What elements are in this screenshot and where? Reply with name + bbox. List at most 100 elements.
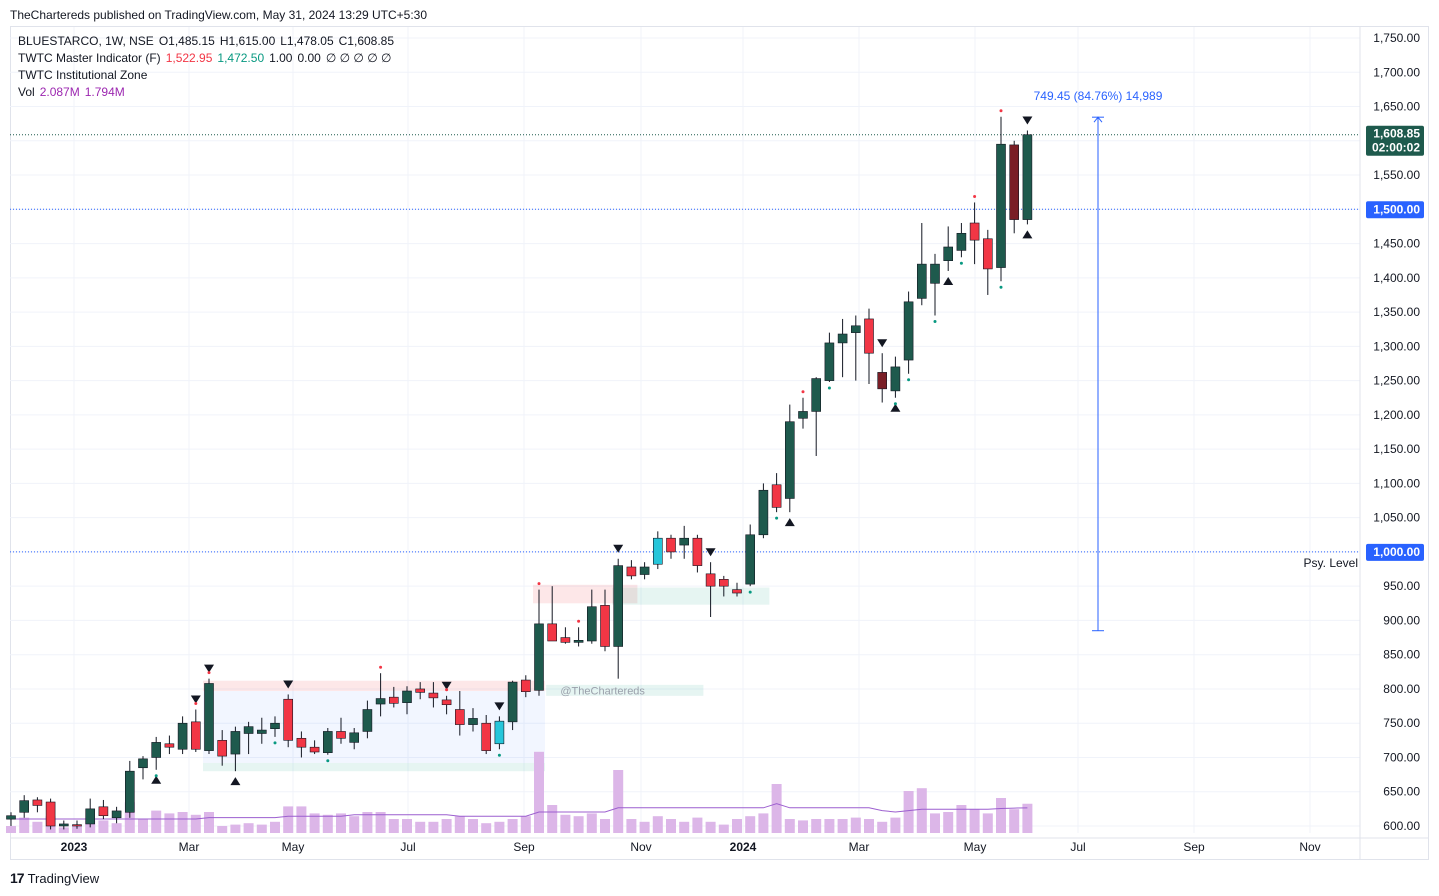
candle-body[interactable] [864, 318, 874, 354]
candle-body[interactable] [98, 806, 109, 817]
candle-body[interactable] [758, 489, 769, 536]
candle-body[interactable] [111, 810, 122, 819]
volume-bar [256, 824, 267, 833]
candle-body[interactable] [494, 720, 505, 745]
candle-body[interactable] [402, 690, 412, 703]
candle-body[interactable] [930, 263, 940, 284]
candle-body[interactable] [507, 681, 518, 723]
candle-body[interactable] [969, 222, 980, 241]
candle-body[interactable] [956, 232, 967, 251]
candle-body[interactable] [811, 378, 822, 412]
candle-body[interactable] [996, 143, 1006, 268]
candle-body[interactable] [732, 589, 742, 594]
candle-body[interactable] [903, 301, 914, 361]
candle-body[interactable] [322, 731, 333, 753]
candle-body[interactable] [256, 729, 267, 734]
zone-demand[interactable] [546, 684, 704, 696]
candle-body[interactable] [388, 696, 399, 704]
candle-body[interactable] [600, 605, 610, 647]
candle-body[interactable] [481, 722, 492, 751]
candle-body[interactable] [309, 746, 320, 753]
footer-brand[interactable]: TradingView [27, 870, 100, 886]
candle-body[interactable] [230, 731, 241, 755]
legend-symbol[interactable]: BLUESTARCO, 1W, NSE [18, 34, 154, 48]
candle-body[interactable] [468, 718, 478, 725]
zone-supply[interactable] [203, 680, 545, 692]
candle-body[interactable] [613, 565, 624, 647]
candle-body[interactable] [1009, 144, 1020, 220]
candle-body[interactable] [283, 698, 294, 741]
candle-body[interactable] [718, 579, 729, 587]
candle-body[interactable] [850, 325, 861, 333]
candle-body[interactable] [58, 823, 69, 827]
candle-body[interactable] [520, 679, 531, 692]
candle-body[interactable] [890, 366, 901, 392]
zone-demand[interactable] [203, 762, 545, 772]
candle-body[interactable] [362, 709, 373, 732]
candle-body[interactable] [586, 606, 597, 642]
candle-body[interactable] [45, 801, 56, 827]
candle-body[interactable] [349, 732, 360, 743]
candle-body[interactable] [877, 372, 888, 390]
candle-body[interactable] [428, 692, 439, 699]
candle-body[interactable] [243, 726, 254, 734]
candle-body[interactable] [626, 566, 637, 577]
candle-body[interactable] [6, 815, 16, 820]
candle-body[interactable] [982, 238, 993, 270]
candle-body[interactable] [270, 722, 280, 729]
candle-body[interactable] [679, 537, 690, 546]
candle-body[interactable] [454, 709, 465, 725]
candle-body[interactable] [204, 683, 214, 751]
volume-bar [520, 816, 531, 833]
candle-body[interactable] [1022, 134, 1033, 220]
zone-supply[interactable] [533, 584, 638, 604]
candle-body[interactable] [824, 342, 835, 381]
candle-body[interactable] [771, 484, 782, 508]
volume-name[interactable]: Vol [18, 85, 35, 99]
indicator-zone-name[interactable]: TWTC Institutional Zone [18, 68, 148, 82]
candle-body[interactable] [639, 566, 650, 575]
candle-body[interactable] [164, 743, 175, 748]
candle-body[interactable] [745, 534, 756, 585]
candle-body[interactable] [666, 537, 676, 553]
candle-body[interactable] [336, 731, 346, 739]
candle-body[interactable] [138, 758, 148, 769]
candle-body[interactable] [375, 698, 386, 705]
candle-body[interactable] [705, 573, 716, 587]
candle-body[interactable] [415, 688, 426, 693]
indicator-master-name[interactable]: TWTC Master Indicator (F) [18, 51, 161, 65]
volume-bar [626, 819, 637, 833]
candle-body[interactable] [32, 799, 43, 806]
y-tick-label: 1,050.00 [1373, 511, 1420, 525]
candle-body[interactable] [296, 737, 307, 748]
candle-body[interactable] [72, 824, 82, 827]
buy-signal-marker [943, 276, 954, 285]
volume-bar [138, 819, 148, 833]
volume-bar [362, 812, 373, 833]
candle-body[interactable] [560, 637, 571, 643]
candle-body[interactable] [441, 699, 452, 706]
candle-body[interactable] [784, 421, 795, 499]
candle-body[interactable] [916, 263, 927, 299]
candle-body[interactable] [652, 537, 663, 565]
candle-body[interactable] [85, 808, 95, 825]
candle-body[interactable] [191, 721, 201, 750]
candle-body[interactable] [19, 800, 30, 813]
candle-body[interactable] [837, 333, 848, 344]
legend-volume: Vol 2.087M 1.794M [18, 84, 130, 101]
candle-body[interactable] [534, 623, 544, 691]
candle-body[interactable] [573, 640, 584, 643]
zone-demand[interactable] [612, 587, 770, 605]
candle-body[interactable] [692, 537, 703, 566]
candle-body[interactable] [217, 740, 227, 757]
candle-body[interactable] [798, 411, 808, 419]
candle-body[interactable] [943, 246, 954, 261]
zone-range[interactable] [203, 691, 545, 763]
candle-body[interactable] [547, 623, 558, 642]
candle-body[interactable] [177, 722, 188, 750]
candle-body[interactable] [125, 770, 135, 813]
y-tick-label: 950.00 [1383, 579, 1420, 593]
volume-bar [217, 826, 228, 833]
candle-body[interactable] [151, 742, 161, 758]
